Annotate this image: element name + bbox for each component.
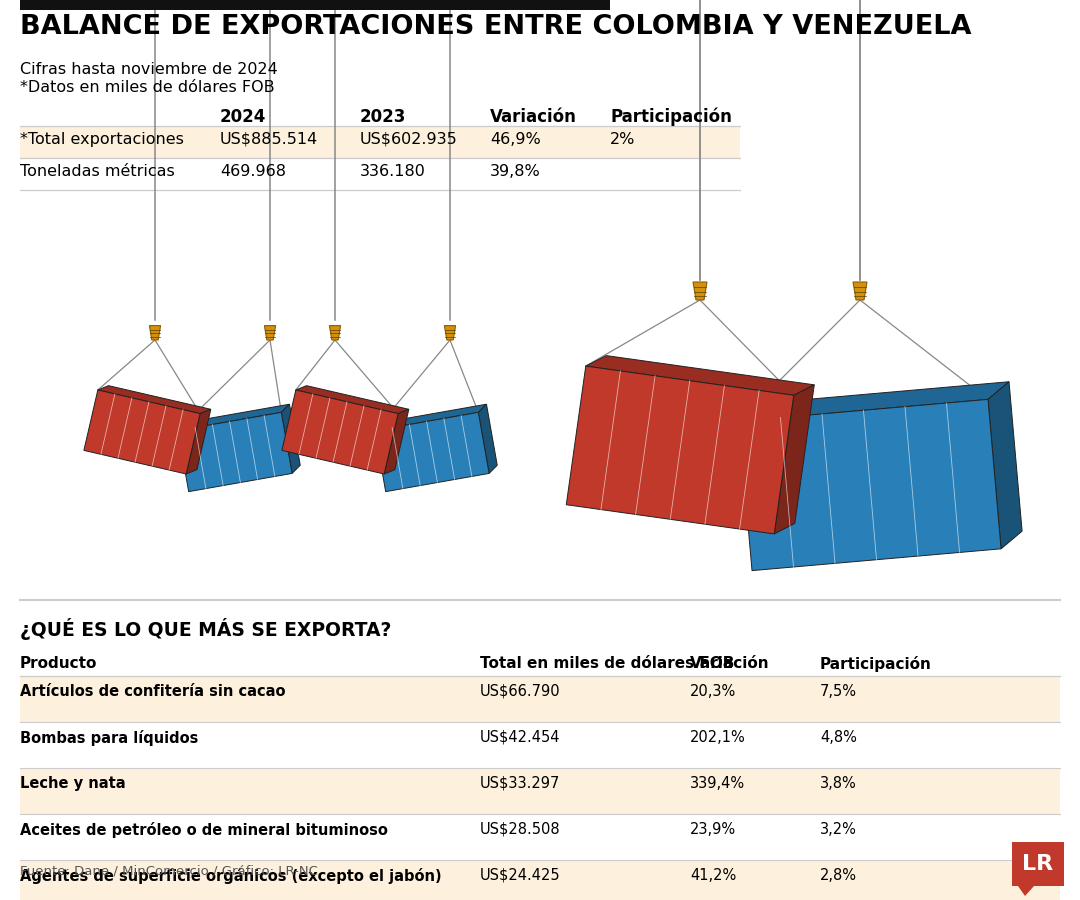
Text: US$28.508: US$28.508 bbox=[480, 822, 561, 837]
Text: US$66.790: US$66.790 bbox=[480, 684, 561, 699]
Text: Artículos de confitería sin cacao: Artículos de confitería sin cacao bbox=[21, 684, 285, 699]
Polygon shape bbox=[281, 404, 300, 473]
Polygon shape bbox=[774, 385, 814, 534]
Text: 46,9%: 46,9% bbox=[490, 132, 541, 147]
Text: US$42.454: US$42.454 bbox=[480, 730, 561, 745]
Text: 3,8%: 3,8% bbox=[820, 776, 856, 791]
Polygon shape bbox=[375, 412, 489, 491]
Polygon shape bbox=[98, 386, 211, 414]
Text: 339,4%: 339,4% bbox=[690, 776, 745, 791]
Bar bbox=[21, 814, 1059, 860]
Text: US$33.297: US$33.297 bbox=[480, 776, 561, 791]
Polygon shape bbox=[178, 404, 289, 430]
Text: Cifras hasta noviembre de 2024: Cifras hasta noviembre de 2024 bbox=[21, 62, 278, 77]
Bar bbox=[1012, 842, 1064, 886]
Text: 469.968: 469.968 bbox=[220, 164, 286, 179]
Polygon shape bbox=[853, 282, 867, 300]
Text: Participación: Participación bbox=[610, 108, 732, 127]
Polygon shape bbox=[375, 404, 486, 430]
Text: 4,8%: 4,8% bbox=[820, 730, 856, 745]
Text: Variación: Variación bbox=[690, 656, 770, 671]
Bar bbox=[21, 860, 1059, 900]
Polygon shape bbox=[186, 410, 211, 474]
Text: 2,8%: 2,8% bbox=[820, 868, 858, 883]
Text: US$885.514: US$885.514 bbox=[220, 132, 319, 147]
Text: Aceites de petróleo o de mineral bituminoso: Aceites de petróleo o de mineral bitumin… bbox=[21, 822, 388, 838]
Text: 336.180: 336.180 bbox=[360, 164, 426, 179]
Text: Agentes de superficie orgánicos (excepto el jabón): Agentes de superficie orgánicos (excepto… bbox=[21, 868, 442, 884]
Text: 7,5%: 7,5% bbox=[820, 684, 858, 699]
Polygon shape bbox=[566, 366, 794, 534]
Text: LR: LR bbox=[1023, 854, 1054, 874]
Text: Total en miles de dólares FOB: Total en miles de dólares FOB bbox=[480, 656, 734, 671]
Polygon shape bbox=[693, 282, 707, 300]
Text: 3,2%: 3,2% bbox=[820, 822, 856, 837]
Polygon shape bbox=[296, 386, 409, 414]
Bar bbox=[21, 676, 1059, 722]
Bar bbox=[21, 768, 1059, 814]
Text: BALANCE DE EXPORTACIONES ENTRE COLOMBIA Y VENEZUELA: BALANCE DE EXPORTACIONES ENTRE COLOMBIA … bbox=[21, 14, 972, 40]
Text: Toneladas métricas: Toneladas métricas bbox=[21, 164, 175, 179]
Polygon shape bbox=[329, 326, 340, 340]
Polygon shape bbox=[444, 326, 456, 340]
Text: US$24.425: US$24.425 bbox=[480, 868, 561, 883]
Polygon shape bbox=[149, 326, 161, 340]
Text: ¿QUÉ ES LO QUE MÁS SE EXPORTA?: ¿QUÉ ES LO QUE MÁS SE EXPORTA? bbox=[21, 618, 391, 640]
Text: 2023: 2023 bbox=[360, 108, 406, 126]
Text: 41,2%: 41,2% bbox=[690, 868, 737, 883]
Text: Bombas para líquidos: Bombas para líquidos bbox=[21, 730, 199, 746]
Text: Producto: Producto bbox=[21, 656, 97, 671]
Text: Participación: Participación bbox=[820, 656, 932, 672]
Polygon shape bbox=[1018, 886, 1034, 896]
Polygon shape bbox=[478, 404, 497, 473]
Polygon shape bbox=[178, 412, 292, 491]
Text: 202,1%: 202,1% bbox=[690, 730, 746, 745]
Text: Variación: Variación bbox=[490, 108, 577, 126]
Text: Leche y nata: Leche y nata bbox=[21, 776, 125, 791]
Text: *Datos en miles de dólares FOB: *Datos en miles de dólares FOB bbox=[21, 80, 274, 95]
Text: 2%: 2% bbox=[610, 132, 635, 147]
Bar bbox=[21, 0, 610, 10]
Polygon shape bbox=[282, 390, 399, 474]
Polygon shape bbox=[739, 382, 1009, 421]
Polygon shape bbox=[384, 410, 409, 474]
Bar bbox=[21, 722, 1059, 768]
Polygon shape bbox=[585, 356, 814, 395]
Text: 20,3%: 20,3% bbox=[690, 684, 737, 699]
Text: 2024: 2024 bbox=[220, 108, 267, 126]
Text: US$602.935: US$602.935 bbox=[360, 132, 458, 147]
Polygon shape bbox=[84, 390, 200, 474]
Bar bbox=[21, 126, 740, 158]
Polygon shape bbox=[739, 400, 1001, 571]
Text: *Total exportaciones: *Total exportaciones bbox=[21, 132, 184, 147]
Polygon shape bbox=[988, 382, 1022, 549]
Polygon shape bbox=[265, 326, 275, 340]
Text: 39,8%: 39,8% bbox=[490, 164, 541, 179]
Text: 23,9%: 23,9% bbox=[690, 822, 737, 837]
Text: Fuente: Dane / MinComercio / Gráfico: LR-NC: Fuente: Dane / MinComercio / Gráfico: LR… bbox=[21, 865, 318, 878]
